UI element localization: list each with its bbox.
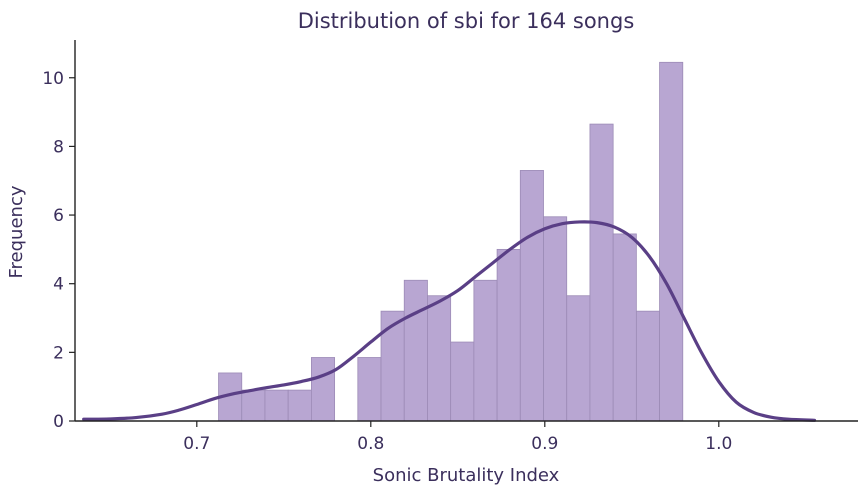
histogram-bar — [566, 295, 591, 422]
histogram-bar — [519, 170, 544, 422]
histogram-bar — [450, 341, 475, 422]
histogram-bar — [589, 123, 614, 422]
histogram-bar — [357, 357, 382, 422]
y-axis-label: Frequency — [6, 185, 27, 278]
x-tick-label: 1.0 — [705, 434, 732, 454]
y-tick-label: 6 — [53, 206, 64, 226]
x-tick-label: 0.7 — [183, 434, 210, 454]
y-tick-label: 2 — [53, 343, 64, 363]
histogram-bar — [496, 248, 521, 422]
y-tick-label: 10 — [42, 69, 64, 89]
histogram-bar — [310, 357, 336, 422]
y-ticks: 0 2 4 6 8 10 — [42, 69, 75, 432]
y-tick-label: 0 — [53, 412, 64, 432]
histogram-bar — [241, 389, 266, 422]
histogram-bar — [403, 279, 428, 422]
x-ticks: 0.7 0.8 0.9 1.0 — [183, 421, 732, 454]
histogram-bar — [659, 61, 684, 422]
histogram-bar — [264, 389, 289, 422]
x-tick-label: 0.9 — [531, 434, 558, 454]
histogram-bars — [218, 61, 684, 422]
histogram-bar — [612, 233, 637, 422]
x-tick-label: 0.8 — [357, 434, 384, 454]
kde-curve — [82, 220, 817, 422]
chart-title: Distribution of sbi for 164 songs — [298, 9, 635, 33]
histogram-bar — [635, 310, 660, 422]
histogram-bar — [543, 216, 568, 422]
histogram-bar — [473, 279, 498, 422]
x-axis-label: Sonic Brutality Index — [373, 465, 560, 486]
histogram-bar — [380, 310, 405, 422]
histogram-bar — [287, 389, 312, 422]
y-tick-label: 8 — [53, 137, 64, 157]
histogram-bar — [427, 295, 452, 422]
y-tick-label: 4 — [53, 275, 64, 295]
